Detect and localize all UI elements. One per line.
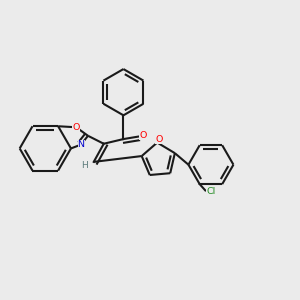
Text: Cl: Cl [206,187,216,196]
Text: H: H [82,160,88,169]
Text: N: N [77,140,85,149]
Text: O: O [73,123,80,132]
Text: O: O [155,135,163,144]
Text: O: O [139,131,146,140]
